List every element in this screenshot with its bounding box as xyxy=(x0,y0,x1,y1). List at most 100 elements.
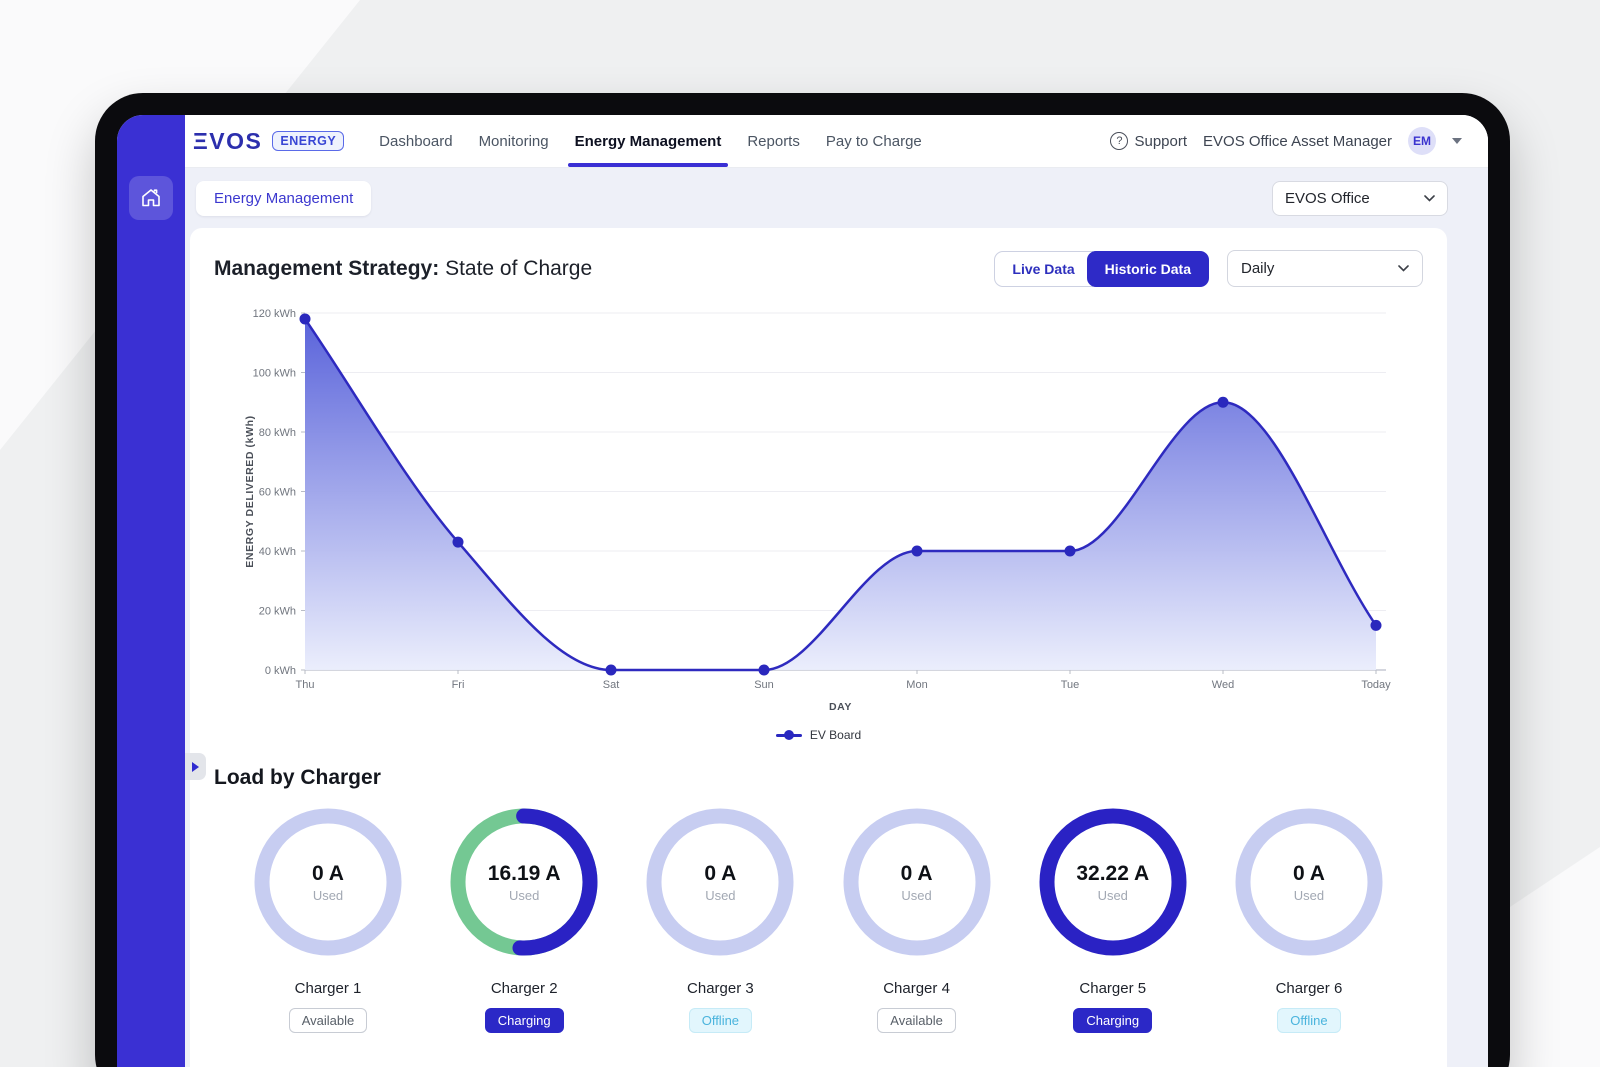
page-title-label: Management Strategy: xyxy=(214,257,439,280)
nav-item-monitoring[interactable]: Monitoring xyxy=(466,115,562,167)
charger-status-badge: Offline xyxy=(689,1008,752,1033)
charger-card-3: 0 A Used Charger 3 Offline xyxy=(638,806,802,1033)
charger-amps: 0 A xyxy=(704,862,736,886)
breadcrumb-bar: Energy Management EVOS Office xyxy=(185,168,1488,228)
app-screen: ΞVOS ENERGY DashboardMonitoringEnergy Ma… xyxy=(117,115,1488,1067)
site-selector[interactable]: EVOS Office xyxy=(1272,181,1448,216)
charger-name: Charger 5 xyxy=(1079,980,1146,997)
page-title: Management Strategy: State of Charge xyxy=(214,257,592,281)
brand-logo: ΞVOS ENERGY xyxy=(193,115,344,167)
app-bar-right: ? Support EVOS Office Asset Manager EM xyxy=(1110,115,1462,167)
live-data-button[interactable]: Live Data xyxy=(994,251,1092,287)
svg-text:100 kWh: 100 kWh xyxy=(253,368,296,380)
charger-card-2: 16.19 A Used Charger 2 Charging xyxy=(442,806,606,1033)
nav-item-dashboard[interactable]: Dashboard xyxy=(366,115,465,167)
charger-name: Charger 1 xyxy=(295,980,362,997)
charger-used-label: Used xyxy=(705,888,735,903)
home-icon xyxy=(139,186,163,210)
nav-item-reports[interactable]: Reports xyxy=(734,115,813,167)
charger-status-badge: Available xyxy=(877,1008,956,1033)
nav-item-energy-management[interactable]: Energy Management xyxy=(562,115,735,167)
help-icon: ? xyxy=(1110,132,1128,150)
range-selector[interactable]: Daily xyxy=(1227,250,1423,287)
page-title-value: State of Charge xyxy=(445,257,592,280)
charger-name: Charger 3 xyxy=(687,980,754,997)
svg-text:Thu: Thu xyxy=(296,679,315,691)
range-selector-value: Daily xyxy=(1241,260,1274,277)
breadcrumb[interactable]: Energy Management xyxy=(196,181,371,216)
svg-text:Today: Today xyxy=(1361,679,1391,691)
svg-text:Tue: Tue xyxy=(1061,679,1080,691)
charger-name: Charger 6 xyxy=(1276,980,1343,997)
charger-status-badge: Charging xyxy=(1073,1008,1152,1033)
charger-card-6: 0 A Used Charger 6 Offline xyxy=(1227,806,1391,1033)
charger-donut: 0 A Used xyxy=(252,806,404,958)
app-bar: ΞVOS ENERGY DashboardMonitoringEnergy Ma… xyxy=(185,115,1488,168)
charger-amps: 16.19 A xyxy=(488,862,561,886)
svg-text:Fri: Fri xyxy=(452,679,465,691)
charger-used-label: Used xyxy=(313,888,343,903)
charger-used-label: Used xyxy=(901,888,931,903)
chart-controls: Live Data Historic Data Daily xyxy=(994,250,1423,287)
data-mode-toggle: Live Data Historic Data xyxy=(994,251,1209,287)
strategy-header: Management Strategy: State of Charge Liv… xyxy=(214,250,1423,287)
site-selector-value: EVOS Office xyxy=(1285,190,1370,207)
primary-nav: DashboardMonitoringEnergy ManagementRepo… xyxy=(366,115,935,167)
page-background: ΞVOS ENERGY DashboardMonitoringEnergy Ma… xyxy=(0,0,1600,1067)
svg-text:Sun: Sun xyxy=(754,679,774,691)
chevron-down-icon[interactable] xyxy=(1452,138,1462,144)
svg-text:40 kWh: 40 kWh xyxy=(259,546,296,558)
charger-amps: 0 A xyxy=(312,862,344,886)
brand-logo-badge: ENERGY xyxy=(272,131,344,151)
charger-status-badge: Charging xyxy=(485,1008,564,1033)
charger-name: Charger 4 xyxy=(883,980,950,997)
avatar[interactable]: EM xyxy=(1408,127,1436,155)
charger-name: Charger 2 xyxy=(491,980,558,997)
charger-card-1: 0 A Used Charger 1 Available xyxy=(246,806,410,1033)
load-by-charger-title: Load by Charger xyxy=(214,766,1423,790)
main-area: ΞVOS ENERGY DashboardMonitoringEnergy Ma… xyxy=(185,115,1488,1067)
svg-text:Sat: Sat xyxy=(603,679,620,691)
svg-text:Mon: Mon xyxy=(906,679,927,691)
brand-logo-text: ΞVOS xyxy=(193,128,262,155)
charger-status-badge: Offline xyxy=(1277,1008,1340,1033)
charger-donut: 16.19 A Used xyxy=(448,806,600,958)
charger-donut: 0 A Used xyxy=(841,806,993,958)
charger-amps: 32.22 A xyxy=(1076,862,1149,886)
device-frame: ΞVOS ENERGY DashboardMonitoringEnergy Ma… xyxy=(95,93,1510,1067)
chart-legend: EV Board xyxy=(214,728,1423,742)
chargers-row: 0 A Used Charger 1 Available 16.19 A Used Char… xyxy=(214,806,1423,1033)
svg-text:ENERGY DELIVERED (kWh): ENERGY DELIVERED (kWh) xyxy=(244,415,256,567)
nav-item-pay-to-charge[interactable]: Pay to Charge xyxy=(813,115,935,167)
svg-text:20 kWh: 20 kWh xyxy=(259,606,296,618)
charger-used-label: Used xyxy=(1098,888,1128,903)
chevron-right-icon xyxy=(192,762,199,772)
charger-card-5: 32.22 A Used Charger 5 Charging xyxy=(1031,806,1195,1033)
historic-data-button[interactable]: Historic Data xyxy=(1087,251,1209,287)
support-label: Support xyxy=(1134,133,1187,150)
charger-status-badge: Available xyxy=(289,1008,368,1033)
svg-text:0 kWh: 0 kWh xyxy=(265,665,296,677)
sidebar-expand-button[interactable] xyxy=(185,753,206,780)
charger-card-4: 0 A Used Charger 4 Available xyxy=(835,806,999,1033)
account-name[interactable]: EVOS Office Asset Manager xyxy=(1203,133,1392,150)
svg-text:DAY: DAY xyxy=(829,701,852,711)
legend-label: EV Board xyxy=(810,728,861,742)
chevron-down-icon xyxy=(1424,195,1435,202)
svg-text:60 kWh: 60 kWh xyxy=(259,487,296,499)
charger-used-label: Used xyxy=(1294,888,1324,903)
svg-text:Wed: Wed xyxy=(1212,679,1234,691)
legend-marker-icon xyxy=(776,730,802,740)
charger-used-label: Used xyxy=(509,888,539,903)
content-card: Management Strategy: State of Charge Liv… xyxy=(190,228,1447,1067)
charger-amps: 0 A xyxy=(901,862,933,886)
charger-amps: 0 A xyxy=(1293,862,1325,886)
soc-chart: 0 kWh 20 kWh 40 kWh 60 kWh 80 kWh 100 kWh 120 … xyxy=(238,299,1423,716)
charger-donut: 0 A Used xyxy=(1233,806,1385,958)
charger-donut: 32.22 A Used xyxy=(1037,806,1189,958)
charger-donut: 0 A Used xyxy=(644,806,796,958)
svg-text:80 kWh: 80 kWh xyxy=(259,427,296,439)
sidebar-home-button[interactable] xyxy=(129,176,173,220)
support-link[interactable]: ? Support xyxy=(1110,132,1187,150)
svg-text:120 kWh: 120 kWh xyxy=(253,308,296,320)
